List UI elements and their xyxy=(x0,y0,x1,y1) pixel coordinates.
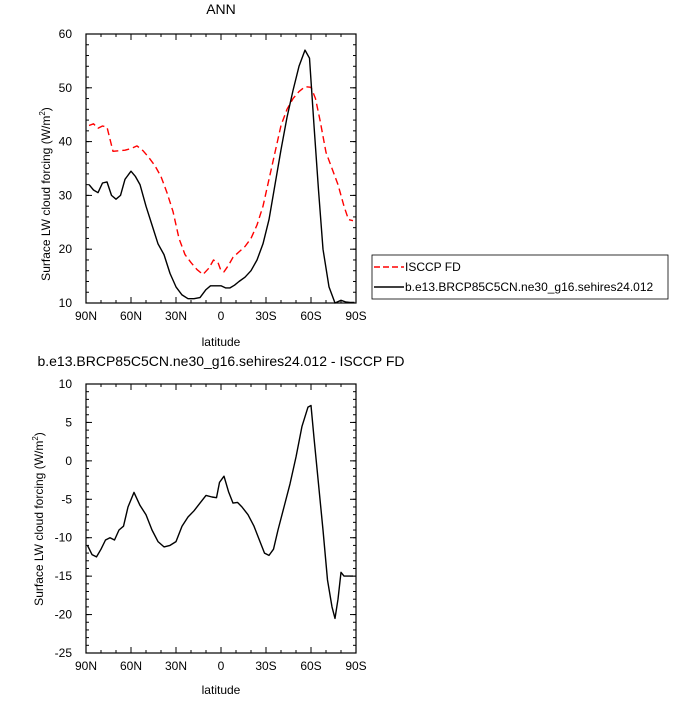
y-tick-label: -20 xyxy=(55,608,73,622)
panel-top-series xyxy=(88,49,355,304)
panel-bottom-x-axis-label: latitude xyxy=(202,683,241,697)
y-tick-label: 60 xyxy=(59,27,73,41)
x-tick-label: 90N xyxy=(75,659,97,673)
panel-bottom-series xyxy=(86,404,353,620)
y-tick-label: -25 xyxy=(55,646,73,660)
panel-bottom-title: b.e13.BRCP85C5CN.ne30_g16.sehires24.012 … xyxy=(37,353,404,369)
panel-top-ticks: 90N 60N 30N 0 30S 60S 90S 10 20 30 40 50 60 xyxy=(59,27,367,323)
x-tick-label: 30N xyxy=(165,659,187,673)
y-tick-label: 0 xyxy=(65,454,72,468)
panel-bottom-y-axis-label: Surface LW cloud forcing (W/m2) xyxy=(31,432,46,606)
panel-bottom: b.e13.BRCP85C5CN.ne30_g16.sehires24.012 … xyxy=(31,353,405,697)
panel-top-x-axis-label: latitude xyxy=(202,335,241,349)
x-tick-label: 60S xyxy=(300,659,321,673)
legend: ISCCP FD b.e13.BRCP85C5CN.ne30_g16.sehir… xyxy=(371,254,669,300)
y-tick-label: 20 xyxy=(59,242,73,256)
y-tick-label: 50 xyxy=(59,81,73,95)
x-tick-label: 30N xyxy=(165,309,187,323)
y-tick-label: 5 xyxy=(65,415,72,429)
x-tick-label: 60N xyxy=(120,309,142,323)
x-tick-label: 0 xyxy=(218,309,225,323)
series-line-model xyxy=(88,49,355,304)
x-tick-label: 30S xyxy=(255,659,276,673)
x-tick-label: 90N xyxy=(75,309,97,323)
x-tick-label: 90S xyxy=(345,659,366,673)
y-tick-label: 10 xyxy=(59,296,73,310)
panel-top-title: ANN xyxy=(206,1,236,17)
legend-box xyxy=(371,254,669,300)
y-tick-label: -15 xyxy=(55,569,73,583)
x-tick-label: 60N xyxy=(120,659,142,673)
y-tick-label: 30 xyxy=(59,188,73,202)
panel-bottom-frame xyxy=(85,383,357,654)
x-tick-label: 60S xyxy=(300,309,321,323)
legend-label-isccp: ISCCP FD xyxy=(405,260,461,274)
y-tick-label: -10 xyxy=(55,531,73,545)
panel-top-frame xyxy=(85,33,357,304)
panel-bottom-ticks: 90N 60N 30N 0 30S 60S 90S 10 5 0 -5 -10 -15 -20 -25 xyxy=(55,377,367,673)
x-tick-label: 0 xyxy=(218,659,225,673)
series-line-model xyxy=(86,404,353,620)
x-tick-label: 30S xyxy=(255,309,276,323)
x-tick-label: 90S xyxy=(345,309,366,323)
panel-top-y-axis-label: Surface LW cloud forcing (W/m2) xyxy=(38,107,53,281)
y-tick-label: 10 xyxy=(59,377,73,391)
panel-top: ANN Surface LW cloud forcing (W/m2) lati… xyxy=(38,1,367,349)
y-tick-label: -5 xyxy=(61,492,72,506)
y-tick-label: 40 xyxy=(59,135,73,149)
legend-label-model: b.e13.BRCP85C5CN.ne30_g16.sehires24.012 xyxy=(405,280,653,294)
